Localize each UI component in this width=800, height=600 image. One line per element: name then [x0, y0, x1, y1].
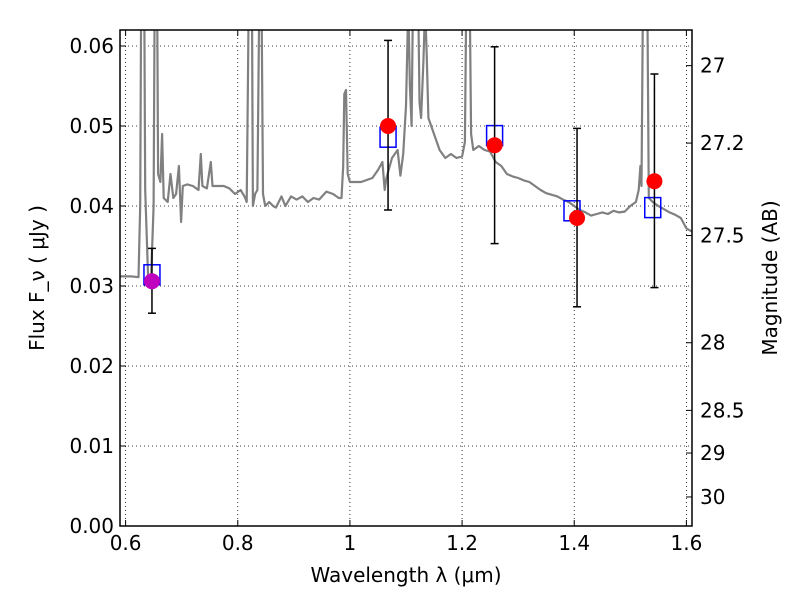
x-axis-label: Wavelength λ (μm): [310, 563, 501, 587]
y-tick-label: 0.05: [69, 114, 114, 138]
y-tick-label: 0.03: [69, 274, 114, 298]
y-tick-label: 0.00: [69, 514, 114, 538]
error-bars: [147, 39, 659, 314]
y-tick-label: 0.04: [69, 194, 114, 218]
spectrum-line: [120, 30, 692, 288]
y-tick-label: 0.01: [69, 434, 114, 458]
observed-points: [143, 118, 663, 290]
observed-point: [646, 173, 663, 190]
x-tick-label: 1: [344, 531, 357, 555]
x-tick-label: 1.2: [446, 531, 478, 555]
right-tick-label: 30: [700, 485, 725, 509]
y-tick-label: 0.02: [69, 354, 114, 378]
x-tick-label: 1.6: [670, 531, 702, 555]
model-band-square: [643, 196, 662, 219]
x-tick-label: 0.6: [110, 531, 142, 555]
y-tick-label: 0.06: [69, 34, 114, 58]
y-axis-right-label: Magnitude (AB): [758, 200, 782, 355]
x-tick-label: 0.8: [222, 531, 254, 555]
right-tick-label: 27: [700, 54, 725, 78]
observed-point: [486, 137, 503, 154]
model-spectrum: [120, 30, 692, 288]
observed-point: [143, 273, 160, 290]
observed-point: [380, 118, 397, 134]
right-tick-label: 29: [700, 441, 725, 465]
y-axis-right: 27 27.2 27.5 28 28.5 29 30: [686, 54, 745, 509]
y-axis-left: 0.00 0.01 0.02 0.03 0.04 0.05 0.06: [69, 34, 126, 538]
plot-frame: [119, 29, 693, 527]
right-tick-label: 27.5: [700, 224, 745, 248]
right-tick-label: 27.2: [700, 131, 745, 155]
model-band-markers: [143, 124, 662, 286]
x-tick-label: 1.4: [558, 531, 590, 555]
observed-point: [569, 210, 586, 226]
right-tick-label: 28: [700, 331, 725, 355]
x-axis: 0.6 0.8 1 1.2 1.4 1.6: [110, 30, 702, 555]
y-axis-left-label: Flux F_ν ( μJy ): [25, 205, 49, 351]
right-tick-label: 28.5: [700, 398, 745, 422]
